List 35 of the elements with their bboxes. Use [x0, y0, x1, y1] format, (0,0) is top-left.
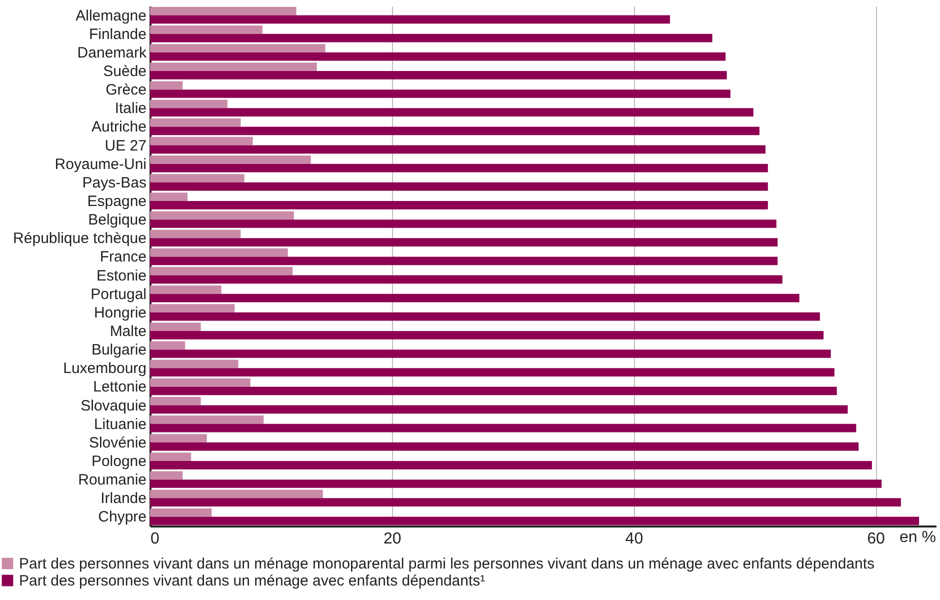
y-tick-label: Finlande	[88, 26, 146, 43]
y-tick-label: République tchèque	[13, 230, 146, 248]
y-tick-label: UE 27	[104, 137, 146, 154]
y-tick-label: Malte	[110, 323, 146, 340]
x-tick-label: 60	[867, 530, 886, 548]
y-tick-label: Italie	[114, 100, 146, 118]
y-tick-label: Luxembourg	[63, 360, 146, 378]
y-tick-label: Chypre	[98, 508, 146, 526]
y-tick-label: Espagne	[87, 193, 146, 210]
y-tick-label: Pays-Bas	[82, 174, 146, 192]
y-tick-label: Belgique	[88, 212, 146, 229]
y-tick-label: Slovénie	[88, 434, 146, 452]
y-tick-label: Suède	[103, 63, 146, 80]
x-tick-label: 20	[383, 530, 402, 548]
y-tick-label: Lettonie	[93, 378, 146, 396]
y-tick-label: Bulgarie	[91, 342, 146, 359]
y-tick-label: Danemark	[77, 44, 147, 62]
y-tick-label: Estonie	[96, 267, 146, 284]
x-axis-title: en %	[900, 529, 936, 546]
y-tick-label: Hongrie	[94, 304, 146, 322]
y-tick-label: Portugal	[90, 286, 146, 303]
x-tick-label: 40	[625, 530, 644, 548]
y-tick-label: Allemagne	[76, 7, 146, 24]
legend-label: Part des personnes vivant dans un ménage monoparental parmi les personnes vivant dans un ménage avec enfants dépendants	[19, 556, 875, 572]
y-tick-label: Irlande	[100, 490, 146, 508]
legend-label: Part des personnes vivant dans un ménage avec enfants dépendants¹	[19, 572, 486, 590]
y-tick-label: Pologne	[91, 453, 146, 470]
y-tick-label: Slovaquie	[80, 397, 146, 414]
y-tick-label: France	[100, 248, 146, 266]
y-tick-label: Grèce	[106, 82, 146, 99]
y-tick-label: Lituanie	[94, 416, 146, 433]
x-tick-label: 0	[150, 530, 160, 548]
y-tick-label: Royaume-Uni	[54, 156, 146, 173]
y-tick-label: Autriche	[91, 118, 146, 136]
y-tick-label: Roumanie	[78, 472, 146, 489]
